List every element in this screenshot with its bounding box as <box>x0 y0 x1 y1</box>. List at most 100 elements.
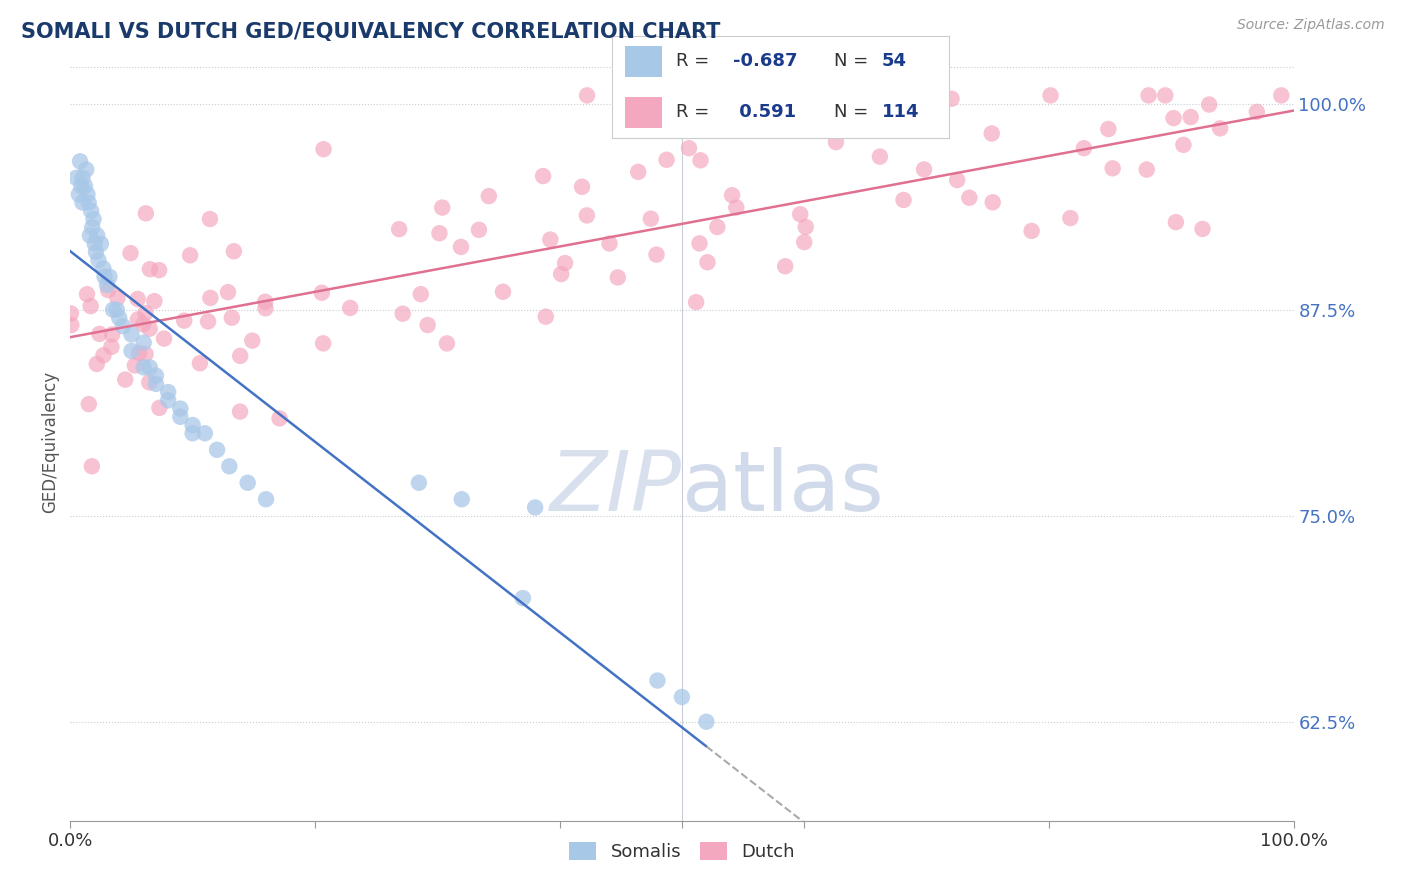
Point <box>97 283 120 297</box>
Point <box>72 170 94 185</box>
Point <box>576 88 599 103</box>
Point <box>721 188 744 202</box>
Point <box>145 368 167 383</box>
Point <box>695 714 717 729</box>
Point <box>534 310 557 324</box>
Point <box>391 307 413 321</box>
Point <box>703 124 725 138</box>
Point <box>80 299 103 313</box>
Point <box>77 195 100 210</box>
Point <box>145 376 167 391</box>
Point <box>254 301 277 316</box>
Point <box>101 327 124 342</box>
Text: Source: ZipAtlas.com: Source: ZipAtlas.com <box>1237 18 1385 32</box>
Point <box>312 142 335 156</box>
Point <box>671 690 693 704</box>
Point <box>114 373 136 387</box>
Point <box>1180 110 1202 124</box>
Point <box>143 294 166 309</box>
Point <box>388 222 411 236</box>
Point <box>139 262 162 277</box>
Point <box>450 240 472 254</box>
Point <box>67 187 90 202</box>
Point <box>105 302 128 317</box>
Point <box>599 236 621 251</box>
Point <box>236 475 259 490</box>
Point <box>789 207 811 221</box>
Point <box>198 212 221 227</box>
Point <box>468 223 491 237</box>
Text: N =: N = <box>834 103 875 121</box>
Point <box>128 346 150 360</box>
Point <box>205 442 228 457</box>
Point <box>1209 121 1232 136</box>
Point <box>217 285 239 300</box>
Point <box>957 191 980 205</box>
Point <box>706 219 728 234</box>
Point <box>93 348 115 362</box>
Point <box>173 313 195 327</box>
Point <box>98 269 121 284</box>
Point <box>229 404 252 418</box>
Point <box>645 247 668 261</box>
Point <box>169 401 191 416</box>
Text: atlas: atlas <box>682 447 883 527</box>
Point <box>538 233 561 247</box>
Point <box>311 285 333 300</box>
Point <box>197 314 219 328</box>
Point <box>1270 88 1292 103</box>
Point <box>188 356 211 370</box>
Point <box>685 295 707 310</box>
Point <box>946 173 969 187</box>
Point <box>86 357 108 371</box>
Point <box>221 310 243 325</box>
Point <box>436 336 458 351</box>
Point <box>82 220 104 235</box>
Point <box>912 162 935 177</box>
Point <box>132 360 155 375</box>
Point <box>1059 211 1081 225</box>
Point <box>60 318 83 332</box>
Point <box>89 326 111 341</box>
Text: 54: 54 <box>882 52 907 70</box>
Point <box>1137 88 1160 103</box>
Text: R =: R = <box>676 103 714 121</box>
Point <box>1039 88 1062 103</box>
Point <box>157 393 180 408</box>
Point <box>90 236 112 251</box>
Point <box>429 226 451 240</box>
Point <box>91 261 114 276</box>
Text: 0.591: 0.591 <box>733 103 796 121</box>
Point <box>139 321 162 335</box>
Point <box>148 401 170 415</box>
Point <box>79 228 101 243</box>
Point <box>794 219 817 234</box>
Point <box>222 244 245 259</box>
Point <box>181 426 204 441</box>
Point <box>492 285 515 299</box>
Point <box>134 306 156 320</box>
Point <box>86 228 108 243</box>
Text: SOMALI VS DUTCH GED/EQUIVALENCY CORRELATION CHART: SOMALI VS DUTCH GED/EQUIVALENCY CORRELAT… <box>21 22 720 42</box>
Point <box>93 269 115 284</box>
Point <box>157 385 180 400</box>
Point <box>554 256 576 270</box>
Point <box>627 165 650 179</box>
Point <box>139 360 162 375</box>
Point <box>83 212 105 227</box>
Point <box>409 287 432 301</box>
Point <box>688 236 710 251</box>
Point <box>240 334 263 348</box>
Point <box>1101 161 1123 176</box>
Point <box>135 347 157 361</box>
Point <box>571 179 593 194</box>
FancyBboxPatch shape <box>626 97 662 128</box>
Point <box>135 206 157 220</box>
Point <box>981 195 1004 210</box>
Point <box>200 291 222 305</box>
Point <box>107 291 129 305</box>
Point <box>108 310 131 325</box>
Point <box>65 170 87 185</box>
Point <box>1154 88 1177 103</box>
Point <box>254 492 277 507</box>
